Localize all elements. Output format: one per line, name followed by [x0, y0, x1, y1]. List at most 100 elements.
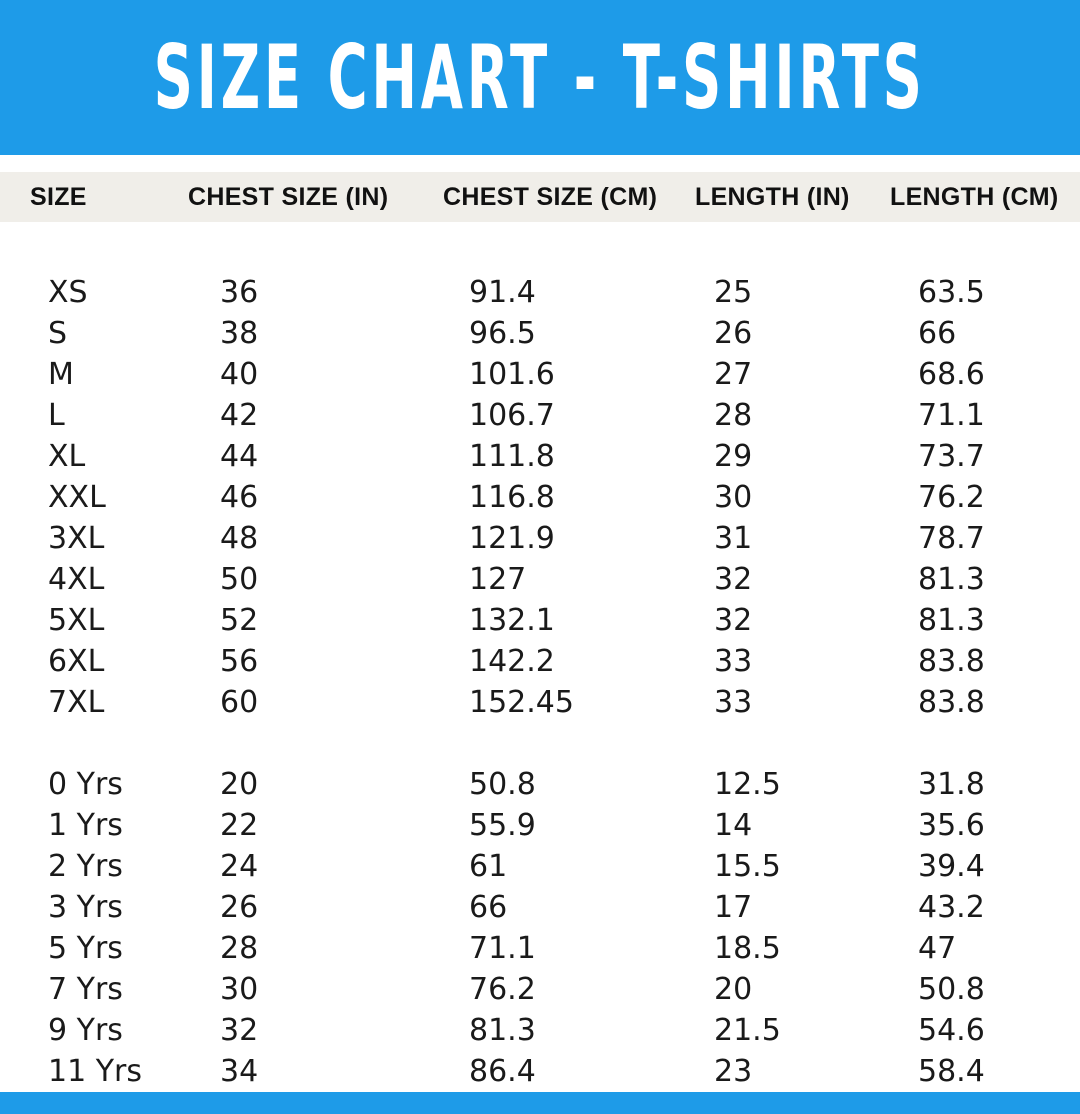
cell-length_cm: 76.2 — [918, 480, 985, 515]
cell-chest_cm: 76.2 — [469, 972, 536, 1007]
kids-sizes-body: 0 Yrs 20 50.8 12.5 31.8 1 Yrs 22 55.9 14 35.6 2 Yr… — [0, 764, 1080, 1092]
cell-chest_in: 24 — [220, 849, 259, 884]
cell-length_cm: 54.6 — [918, 1013, 985, 1048]
gap-cell — [427, 723, 679, 764]
section-gap-body — [0, 723, 1080, 764]
cell-size: 5XL — [48, 603, 105, 638]
cell-length_cm: 31.8 — [918, 767, 985, 802]
cell-length_cm: 50.8 — [918, 972, 985, 1007]
cell-size: XXL — [48, 480, 106, 515]
table-row: 3XL 48 121.9 31 78.7 — [0, 518, 1080, 559]
table-row: 5XL 52 132.1 32 81.3 — [0, 600, 1080, 641]
cell-chest_cm: 66 — [469, 890, 508, 925]
cell-length_cm: 83.8 — [918, 685, 985, 720]
cell-chest_in: 32 — [220, 1013, 259, 1048]
cell-chest_in: 50 — [220, 562, 259, 597]
cell-chest_in: 48 — [220, 521, 259, 556]
cell-chest_in: 20 — [220, 767, 259, 802]
cell-length_in: 26 — [714, 316, 753, 351]
cell-length_cm: 35.6 — [918, 808, 985, 843]
cell-chest_in: 56 — [220, 644, 259, 679]
table-row: 6XL 56 142.2 33 83.8 — [0, 641, 1080, 682]
cell-length_in: 33 — [714, 685, 753, 720]
size-table-container: SIZE CHEST SIZE (IN) CHEST SIZE (CM) LEN… — [0, 155, 1080, 1092]
cell-chest_in: 52 — [220, 603, 259, 638]
column-header-chest-cm-label: CHEST SIZE (CM) — [427, 172, 679, 222]
cell-length_in: 25 — [714, 275, 753, 310]
cell-chest_cm: 86.4 — [469, 1054, 536, 1089]
table-row: 2 Yrs 24 61 15.5 39.4 — [0, 846, 1080, 887]
cell-length_cm: 71.1 — [918, 398, 985, 433]
table-row: 9 Yrs 32 81.3 21.5 54.6 — [0, 1010, 1080, 1051]
cell-chest_in: 30 — [220, 972, 259, 1007]
adult-sizes-body: XS 36 91.4 25 63.5 S 38 96.5 26 66 M 40 101.6 27 68.6 L… — [0, 272, 1080, 723]
cell-length_in: 33 — [714, 644, 753, 679]
cell-length_cm: 63.5 — [918, 275, 985, 310]
column-header-chest-in: CHEST SIZE (IN) — [172, 172, 427, 222]
cell-length_cm: 58.4 — [918, 1054, 985, 1089]
table-row: 4XL 50 127 32 81.3 — [0, 559, 1080, 600]
cell-size: 4XL — [48, 562, 105, 597]
table-row: 3 Yrs 26 66 17 43.2 — [0, 887, 1080, 928]
cell-chest_in: 40 — [220, 357, 259, 392]
cell-chest_in: 34 — [220, 1054, 259, 1089]
cell-size: 7 Yrs — [48, 972, 123, 1007]
section-gap-row — [0, 723, 1080, 764]
cell-size: 2 Yrs — [48, 849, 123, 884]
cell-chest_cm: 91.4 — [469, 275, 536, 310]
cell-length_in: 28 — [714, 398, 753, 433]
cell-length_cm: 81.3 — [918, 603, 985, 638]
table-row: 7XL 60 152.45 33 83.8 — [0, 682, 1080, 723]
gap-cell — [0, 723, 172, 764]
cell-chest_in: 46 — [220, 480, 259, 515]
gap-cell — [172, 723, 427, 764]
table-row: XL 44 111.8 29 73.7 — [0, 436, 1080, 477]
cell-length_in: 14 — [714, 808, 753, 843]
cell-size: XL — [48, 439, 86, 474]
cell-length_in: 20 — [714, 972, 753, 1007]
cell-size: 6XL — [48, 644, 105, 679]
cell-length_in: 18.5 — [714, 931, 781, 966]
table-row: 1 Yrs 22 55.9 14 35.6 — [0, 805, 1080, 846]
cell-length_cm: 66 — [918, 316, 957, 351]
cell-chest_cm: 116.8 — [469, 480, 555, 515]
cell-length_in: 29 — [714, 439, 753, 474]
cell-size: 3 Yrs — [48, 890, 123, 925]
table-row: 11 Yrs 34 86.4 23 58.4 — [0, 1051, 1080, 1092]
cell-chest_cm: 71.1 — [469, 931, 536, 966]
cell-chest_in: 60 — [220, 685, 259, 720]
column-header-chest-cm: CHEST SIZE (CM) — [427, 172, 679, 222]
column-header-size: SIZE — [0, 172, 172, 222]
cell-chest_cm: 106.7 — [469, 398, 555, 433]
cell-chest_cm: 111.8 — [469, 439, 555, 474]
page-title: SIZE CHART - T-SHIRTS — [153, 25, 927, 129]
header-bottom-spacer-row — [0, 222, 1080, 272]
cell-size: 0 Yrs — [48, 767, 123, 802]
cell-length_in: 31 — [714, 521, 753, 556]
cell-chest_in: 36 — [220, 275, 259, 310]
cell-size: 9 Yrs — [48, 1013, 123, 1048]
table-row: S 38 96.5 26 66 — [0, 313, 1080, 354]
cell-chest_in: 22 — [220, 808, 259, 843]
cell-length_in: 32 — [714, 603, 753, 638]
cell-length_cm: 68.6 — [918, 357, 985, 392]
cell-length_cm: 47 — [918, 931, 957, 966]
cell-length_cm: 43.2 — [918, 890, 985, 925]
cell-chest_cm: 55.9 — [469, 808, 536, 843]
cell-size: 11 Yrs — [48, 1054, 142, 1089]
cell-size: 1 Yrs — [48, 808, 123, 843]
page-banner: SIZE CHART - T-SHIRTS — [0, 0, 1080, 155]
cell-length_in: 27 — [714, 357, 753, 392]
column-header-length-cm: LENGTH (CM) — [874, 172, 1080, 222]
cell-length_cm: 39.4 — [918, 849, 985, 884]
cell-length_in: 12.5 — [714, 767, 781, 802]
cell-chest_cm: 142.2 — [469, 644, 555, 679]
cell-length_in: 21.5 — [714, 1013, 781, 1048]
cell-chest_in: 26 — [220, 890, 259, 925]
column-header-size-label: SIZE — [0, 172, 172, 222]
table-row: 0 Yrs 20 50.8 12.5 31.8 — [0, 764, 1080, 805]
cell-chest_cm: 96.5 — [469, 316, 536, 351]
gap-cell — [679, 723, 874, 764]
cell-length_in: 32 — [714, 562, 753, 597]
